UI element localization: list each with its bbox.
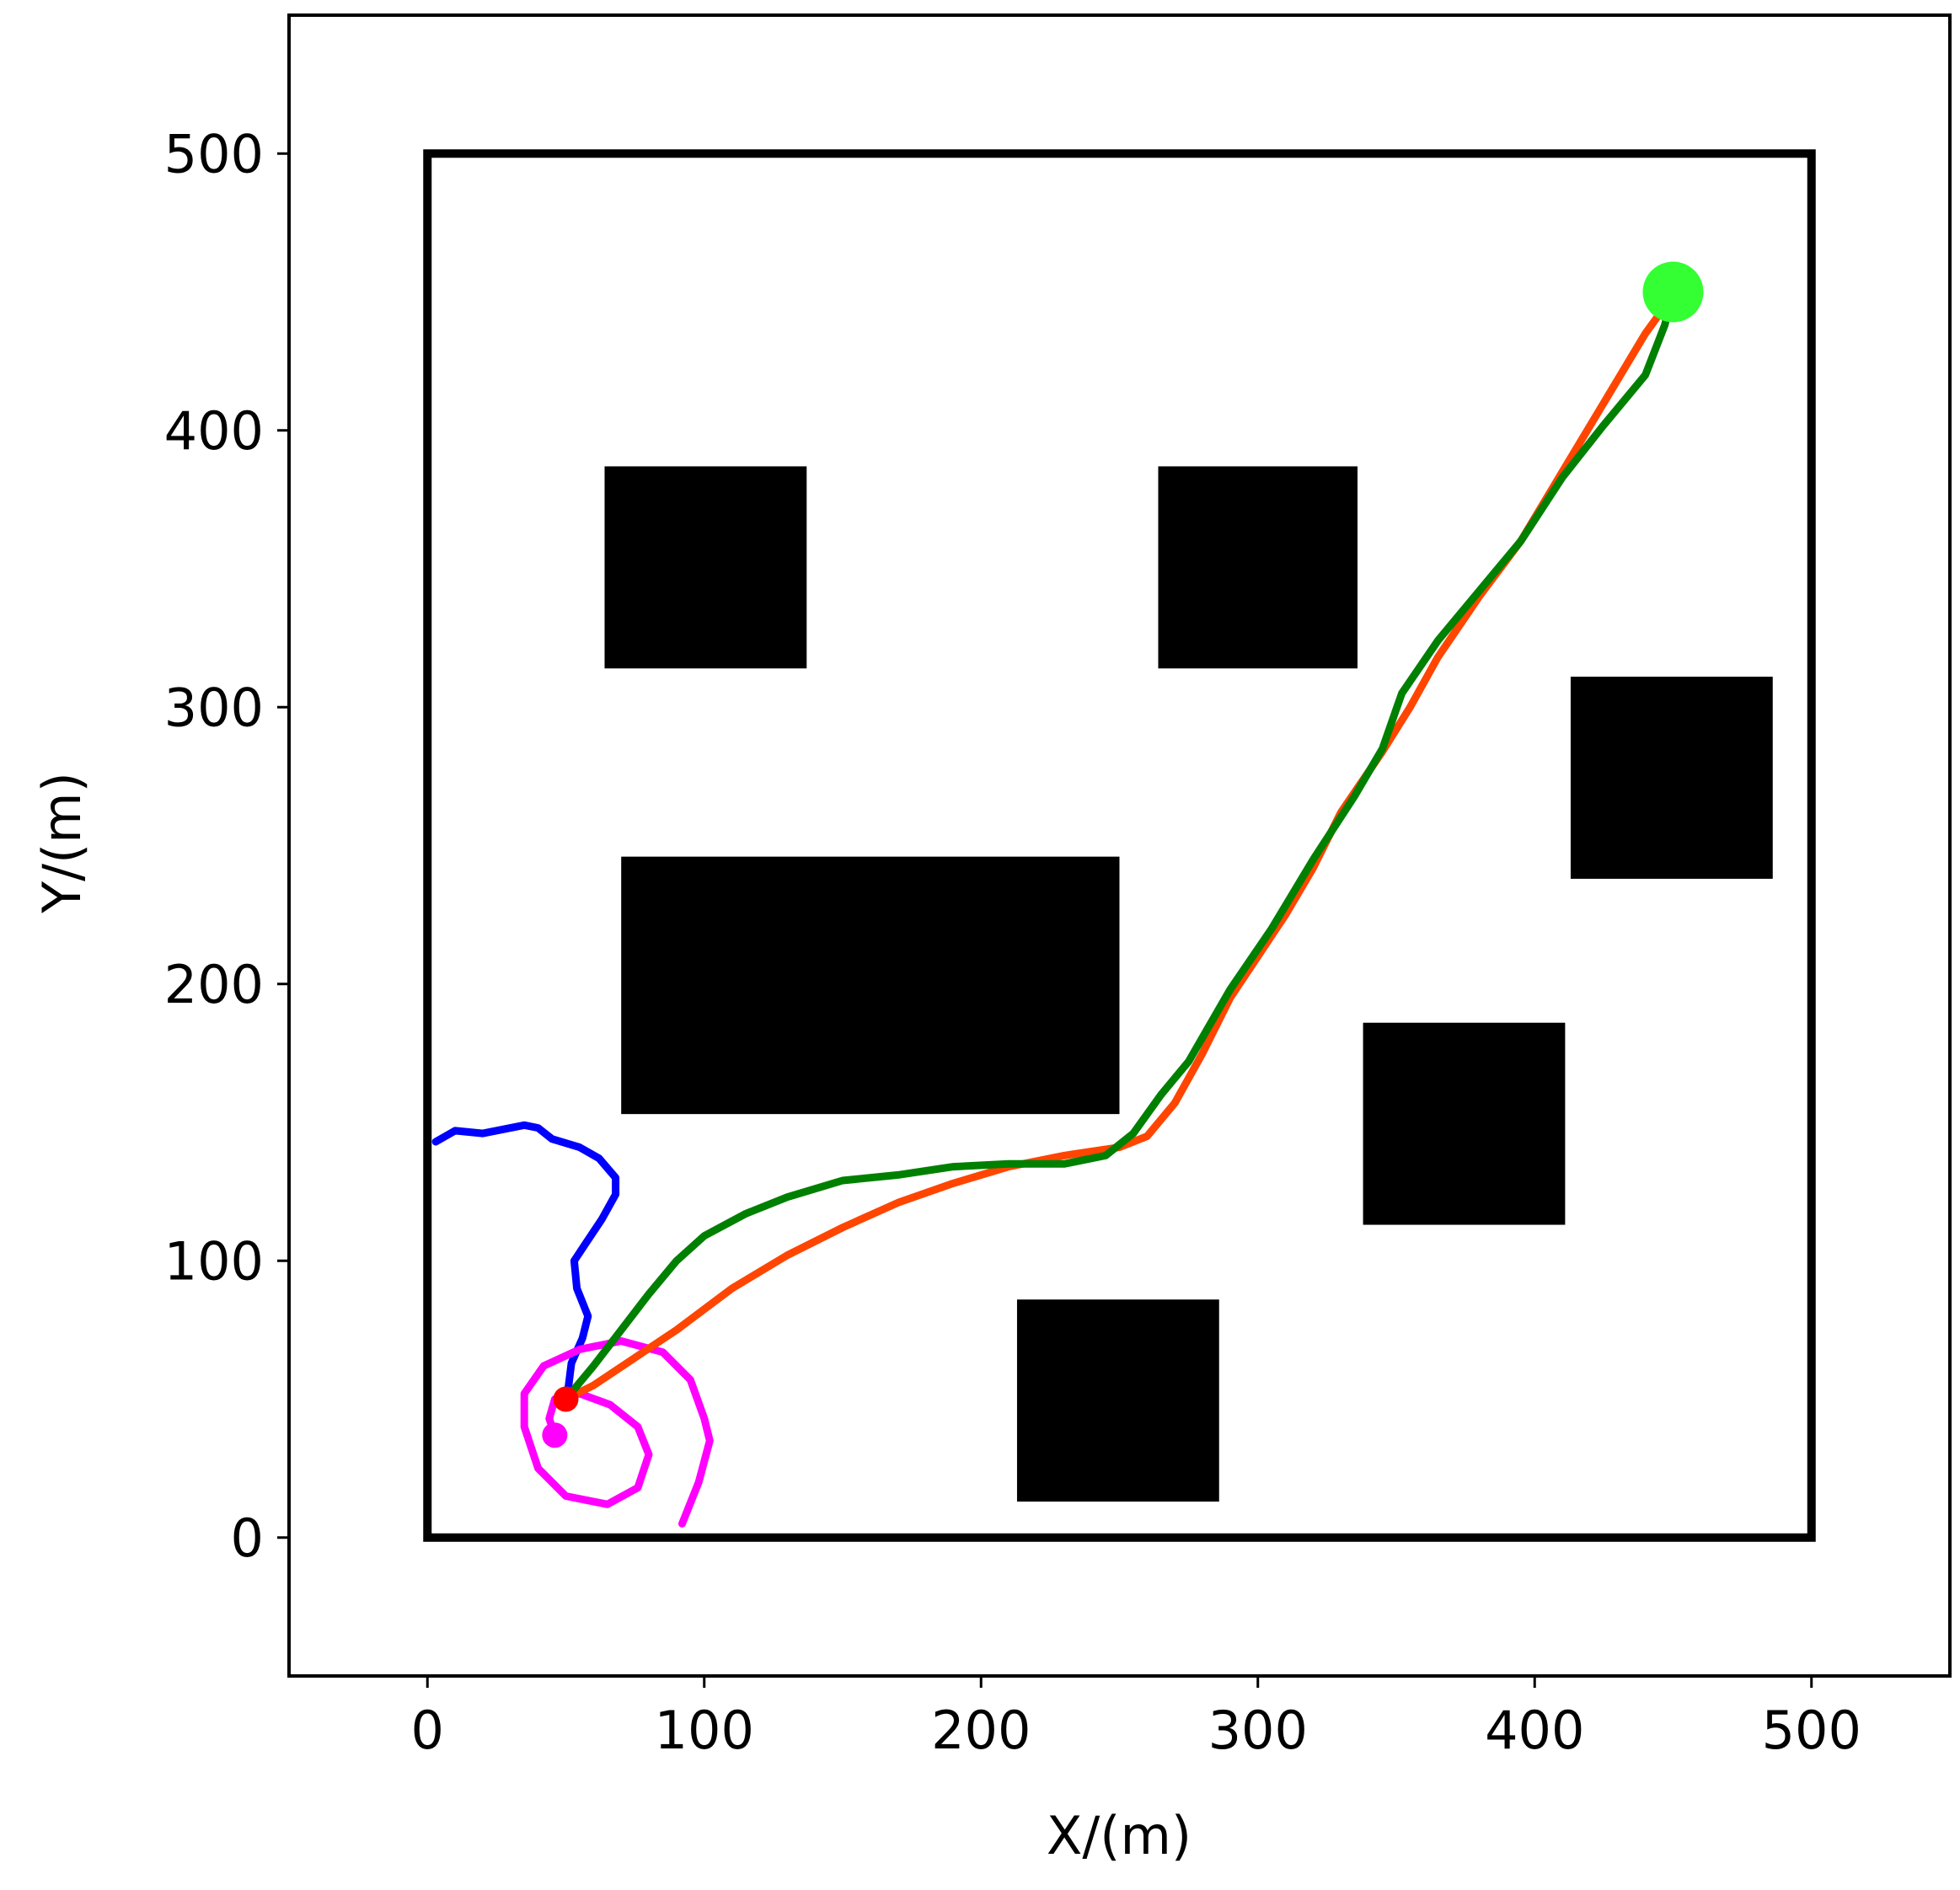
- obstacle: [1158, 466, 1358, 669]
- marker: [553, 1386, 579, 1412]
- y-tick-label: 0: [231, 1507, 264, 1569]
- marker: [542, 1422, 568, 1448]
- y-axis-label: Y/(m): [31, 772, 93, 914]
- x-axis-label: X/(m): [1047, 1805, 1192, 1866]
- marker: [1642, 261, 1704, 323]
- obstacle: [1363, 1022, 1566, 1225]
- trajectory: [562, 288, 1677, 1403]
- obstacle: [1016, 1299, 1219, 1502]
- x-tick-label: 500: [1762, 1700, 1861, 1761]
- trajectory: [520, 1337, 714, 1528]
- plot-frame: [287, 13, 1952, 1678]
- obstacle: [621, 856, 1120, 1115]
- y-tick-label: 300: [164, 677, 264, 738]
- x-tick-label: 100: [655, 1700, 754, 1761]
- obstacle: [1570, 677, 1773, 879]
- x-tick-label: 200: [931, 1700, 1031, 1761]
- x-tick-label: 300: [1208, 1700, 1308, 1761]
- y-tick-label: 200: [164, 954, 264, 1015]
- y-tick-label: 500: [164, 123, 264, 185]
- boundary: [423, 149, 1816, 1542]
- y-tick-label: 400: [164, 400, 264, 462]
- trajectory: [431, 1121, 620, 1403]
- x-tick-label: 0: [411, 1700, 444, 1761]
- y-tick-label: 100: [164, 1230, 264, 1292]
- x-tick-label: 400: [1485, 1700, 1584, 1761]
- obstacle: [604, 466, 807, 669]
